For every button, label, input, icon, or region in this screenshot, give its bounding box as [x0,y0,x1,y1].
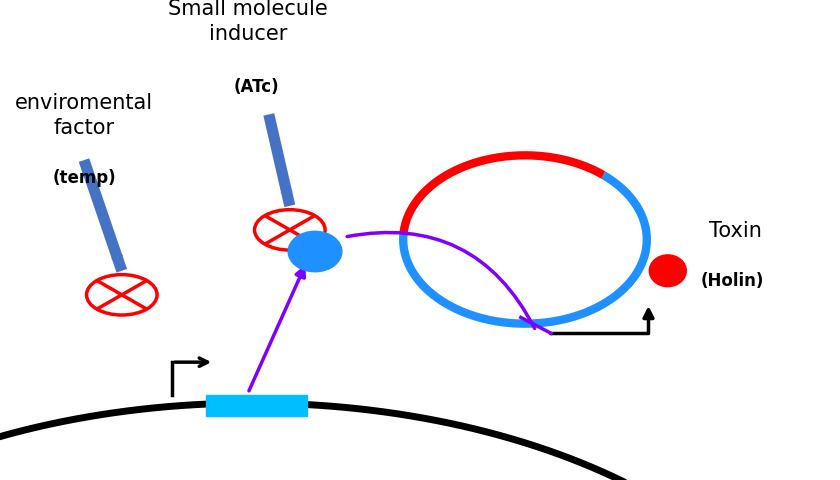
Text: Toxin: Toxin [709,220,761,240]
Text: (ATc): (ATc) [234,77,279,96]
Ellipse shape [649,255,686,287]
Ellipse shape [288,232,342,272]
Text: (temp): (temp) [52,168,116,187]
Text: enviromental
factor: enviromental factor [15,93,153,138]
Text: Small molecule
inducer: Small molecule inducer [168,0,328,44]
FancyArrowPatch shape [347,233,535,329]
Bar [206,395,307,416]
Text: (Holin): (Holin) [701,272,764,290]
